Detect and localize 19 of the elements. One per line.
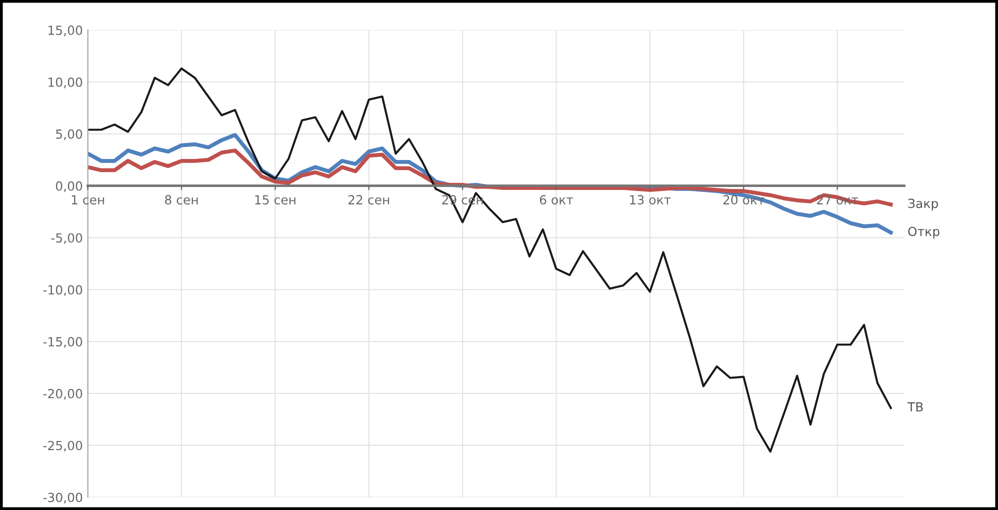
- x-tick-label: 8 сен: [165, 195, 198, 205]
- x-tick-label: 6 окт: [540, 195, 574, 205]
- x-tick-label: 15 сен: [255, 195, 296, 205]
- series-label: ТВ: [907, 402, 923, 412]
- y-tick-label: 5,00: [56, 129, 82, 140]
- x-tick-label: 22 сен: [348, 195, 390, 205]
- y-tick-label: -10,00: [43, 285, 82, 296]
- x-tick-label: 13 окт: [630, 195, 671, 205]
- y-tick-label: -5,00: [51, 233, 82, 244]
- series-label: Откр: [908, 226, 940, 239]
- y-tick-label: 15,00: [48, 26, 82, 36]
- y-tick-label: -15,00: [43, 337, 82, 348]
- y-tick-label: -20,00: [43, 388, 82, 400]
- y-tick-label: 0,00: [56, 181, 82, 192]
- y-tick-label: -30,00: [43, 492, 82, 504]
- series-label: Закр: [908, 198, 938, 211]
- y-tick-label: 10,00: [48, 77, 82, 88]
- y-tick-label: -25,00: [43, 440, 82, 452]
- x-tick-label: 20 окт: [723, 195, 764, 205]
